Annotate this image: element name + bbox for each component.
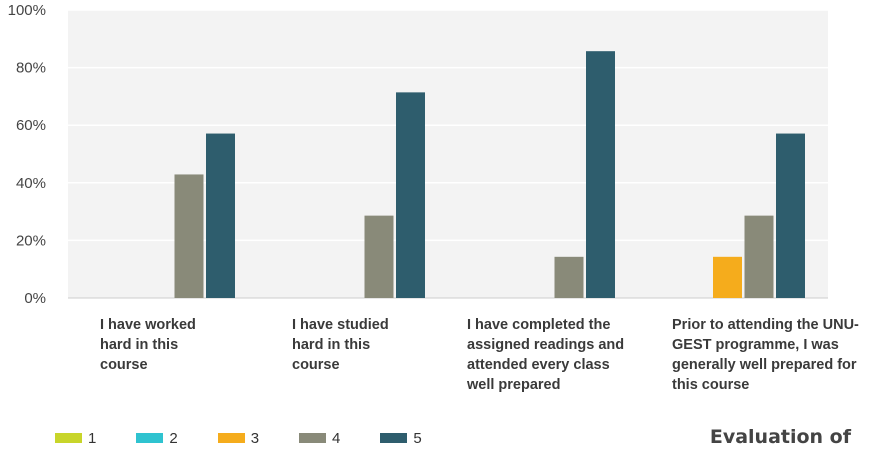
legend-label-2: 2	[169, 429, 178, 447]
legend-item-2: 2	[136, 429, 178, 447]
bar-4-cat2	[364, 215, 394, 298]
bar-4-cat3	[554, 256, 584, 298]
legend-item-5: 5	[380, 429, 422, 447]
legend-swatch-4	[299, 433, 327, 443]
legend-label-1: 1	[88, 429, 97, 447]
y-tick-label: 40%	[16, 175, 46, 192]
legend-item-4: 4	[299, 430, 340, 447]
y-tick-label: 100%	[8, 2, 46, 19]
legend-item-3: 3	[217, 429, 260, 447]
y-tick-label: 0%	[24, 290, 46, 307]
bar-5-cat2	[396, 92, 425, 298]
legend-item-1: 1	[55, 430, 96, 447]
y-tick-label: 20%	[16, 232, 46, 249]
legend-swatch-5	[380, 433, 408, 443]
legend-label-5: 5	[413, 429, 422, 447]
legend-label-3: 3	[250, 429, 260, 447]
legend-swatch-1	[55, 433, 82, 443]
footer-title: Evaluation of	[709, 426, 851, 448]
legend: 1 2 3 4 5	[55, 428, 462, 448]
category-label-3: I have completed the assigned readings a…	[467, 317, 625, 393]
legend-label-4: 4	[332, 429, 341, 447]
category-label-4: Prior to attending the UNU- GEST program…	[672, 317, 859, 393]
category-label-1: I have worked hard in this course	[100, 317, 196, 373]
bar-5-cat1	[206, 133, 235, 298]
bar-4-cat4	[744, 215, 774, 298]
legend-swatch-2	[136, 433, 164, 443]
y-tick-label: 80%	[16, 60, 46, 77]
bar-5-cat4	[776, 133, 805, 298]
y-tick-label: 60%	[16, 117, 46, 134]
bar-4-cat1	[174, 174, 204, 298]
bar-5-cat3	[586, 51, 615, 299]
legend-swatch-3	[217, 433, 245, 443]
bar-3-cat4	[713, 256, 742, 298]
category-label-2: I have studied hard in this course	[292, 317, 389, 373]
